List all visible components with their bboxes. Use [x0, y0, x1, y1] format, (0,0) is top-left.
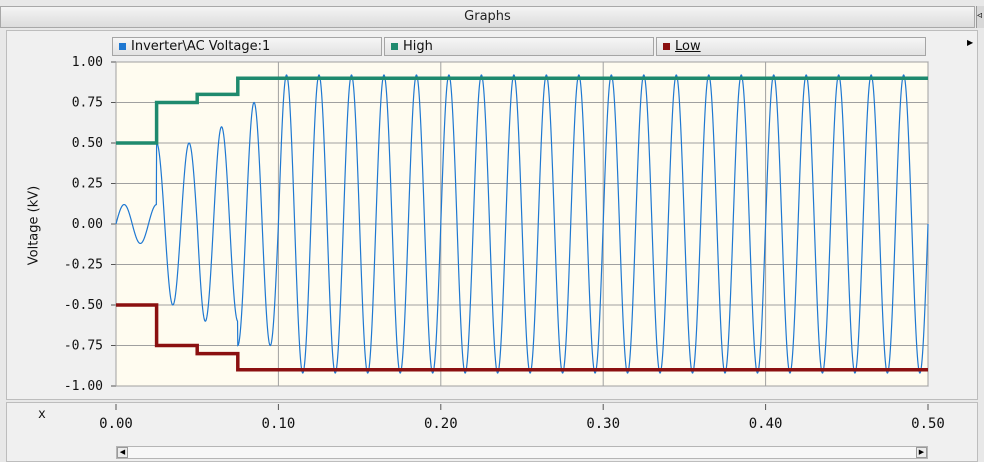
legend-swatch-high [391, 42, 398, 50]
horizontal-scrollbar[interactable]: ◀ ▶ [116, 446, 928, 459]
legend-entry-low[interactable]: Low [656, 37, 926, 56]
x-tick-label: 0.10 [262, 416, 296, 432]
legend-label-low: Low [675, 39, 701, 54]
legend-swatch-ac-voltage [119, 42, 126, 50]
legend-entry-ac-voltage[interactable]: Inverter\AC Voltage:1 [112, 37, 382, 56]
scroll-right-icon[interactable]: ▶ [916, 447, 927, 458]
x-tick-label: 0.50 [911, 416, 945, 432]
y-tick-label: -0.25 [64, 258, 103, 273]
legend-scroll-right-icon[interactable]: ▶ [967, 38, 974, 47]
series-line-ac-voltage [115, 74, 929, 374]
y-tick-label: 0.00 [72, 217, 103, 232]
window-corner-button[interactable]: ◃ [976, 6, 984, 28]
legend-label-high: High [403, 39, 433, 54]
window-title: Graphs [0, 6, 975, 28]
x-axis-name: x [38, 407, 46, 422]
legend-entry-high[interactable]: High [384, 37, 654, 56]
scroll-left-icon[interactable]: ◀ [117, 447, 128, 458]
x-tick-label: 0.20 [424, 416, 458, 432]
y-tick-label: 0.50 [72, 136, 103, 151]
series-line-low [116, 303, 928, 372]
y-tick-label: -0.50 [64, 298, 103, 313]
y-tick-label: -0.75 [64, 339, 103, 354]
x-tick-label: 0.00 [99, 416, 133, 432]
series-line-high [116, 76, 928, 145]
legend-swatch-low [663, 42, 670, 50]
legend-label-ac-voltage: Inverter\AC Voltage:1 [131, 39, 271, 54]
y-tick-label: 0.75 [72, 96, 103, 111]
x-tick-label: 0.30 [586, 416, 620, 432]
y-tick-label: 1.00 [72, 55, 103, 70]
y-tick-label: -1.00 [64, 379, 103, 394]
y-tick-label: 0.25 [72, 177, 103, 192]
x-tick-label: 0.40 [749, 416, 783, 432]
